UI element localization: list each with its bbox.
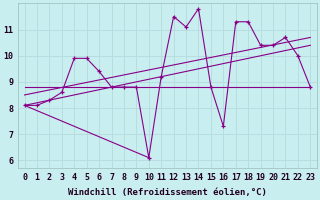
X-axis label: Windchill (Refroidissement éolien,°C): Windchill (Refroidissement éolien,°C) [68,188,267,197]
